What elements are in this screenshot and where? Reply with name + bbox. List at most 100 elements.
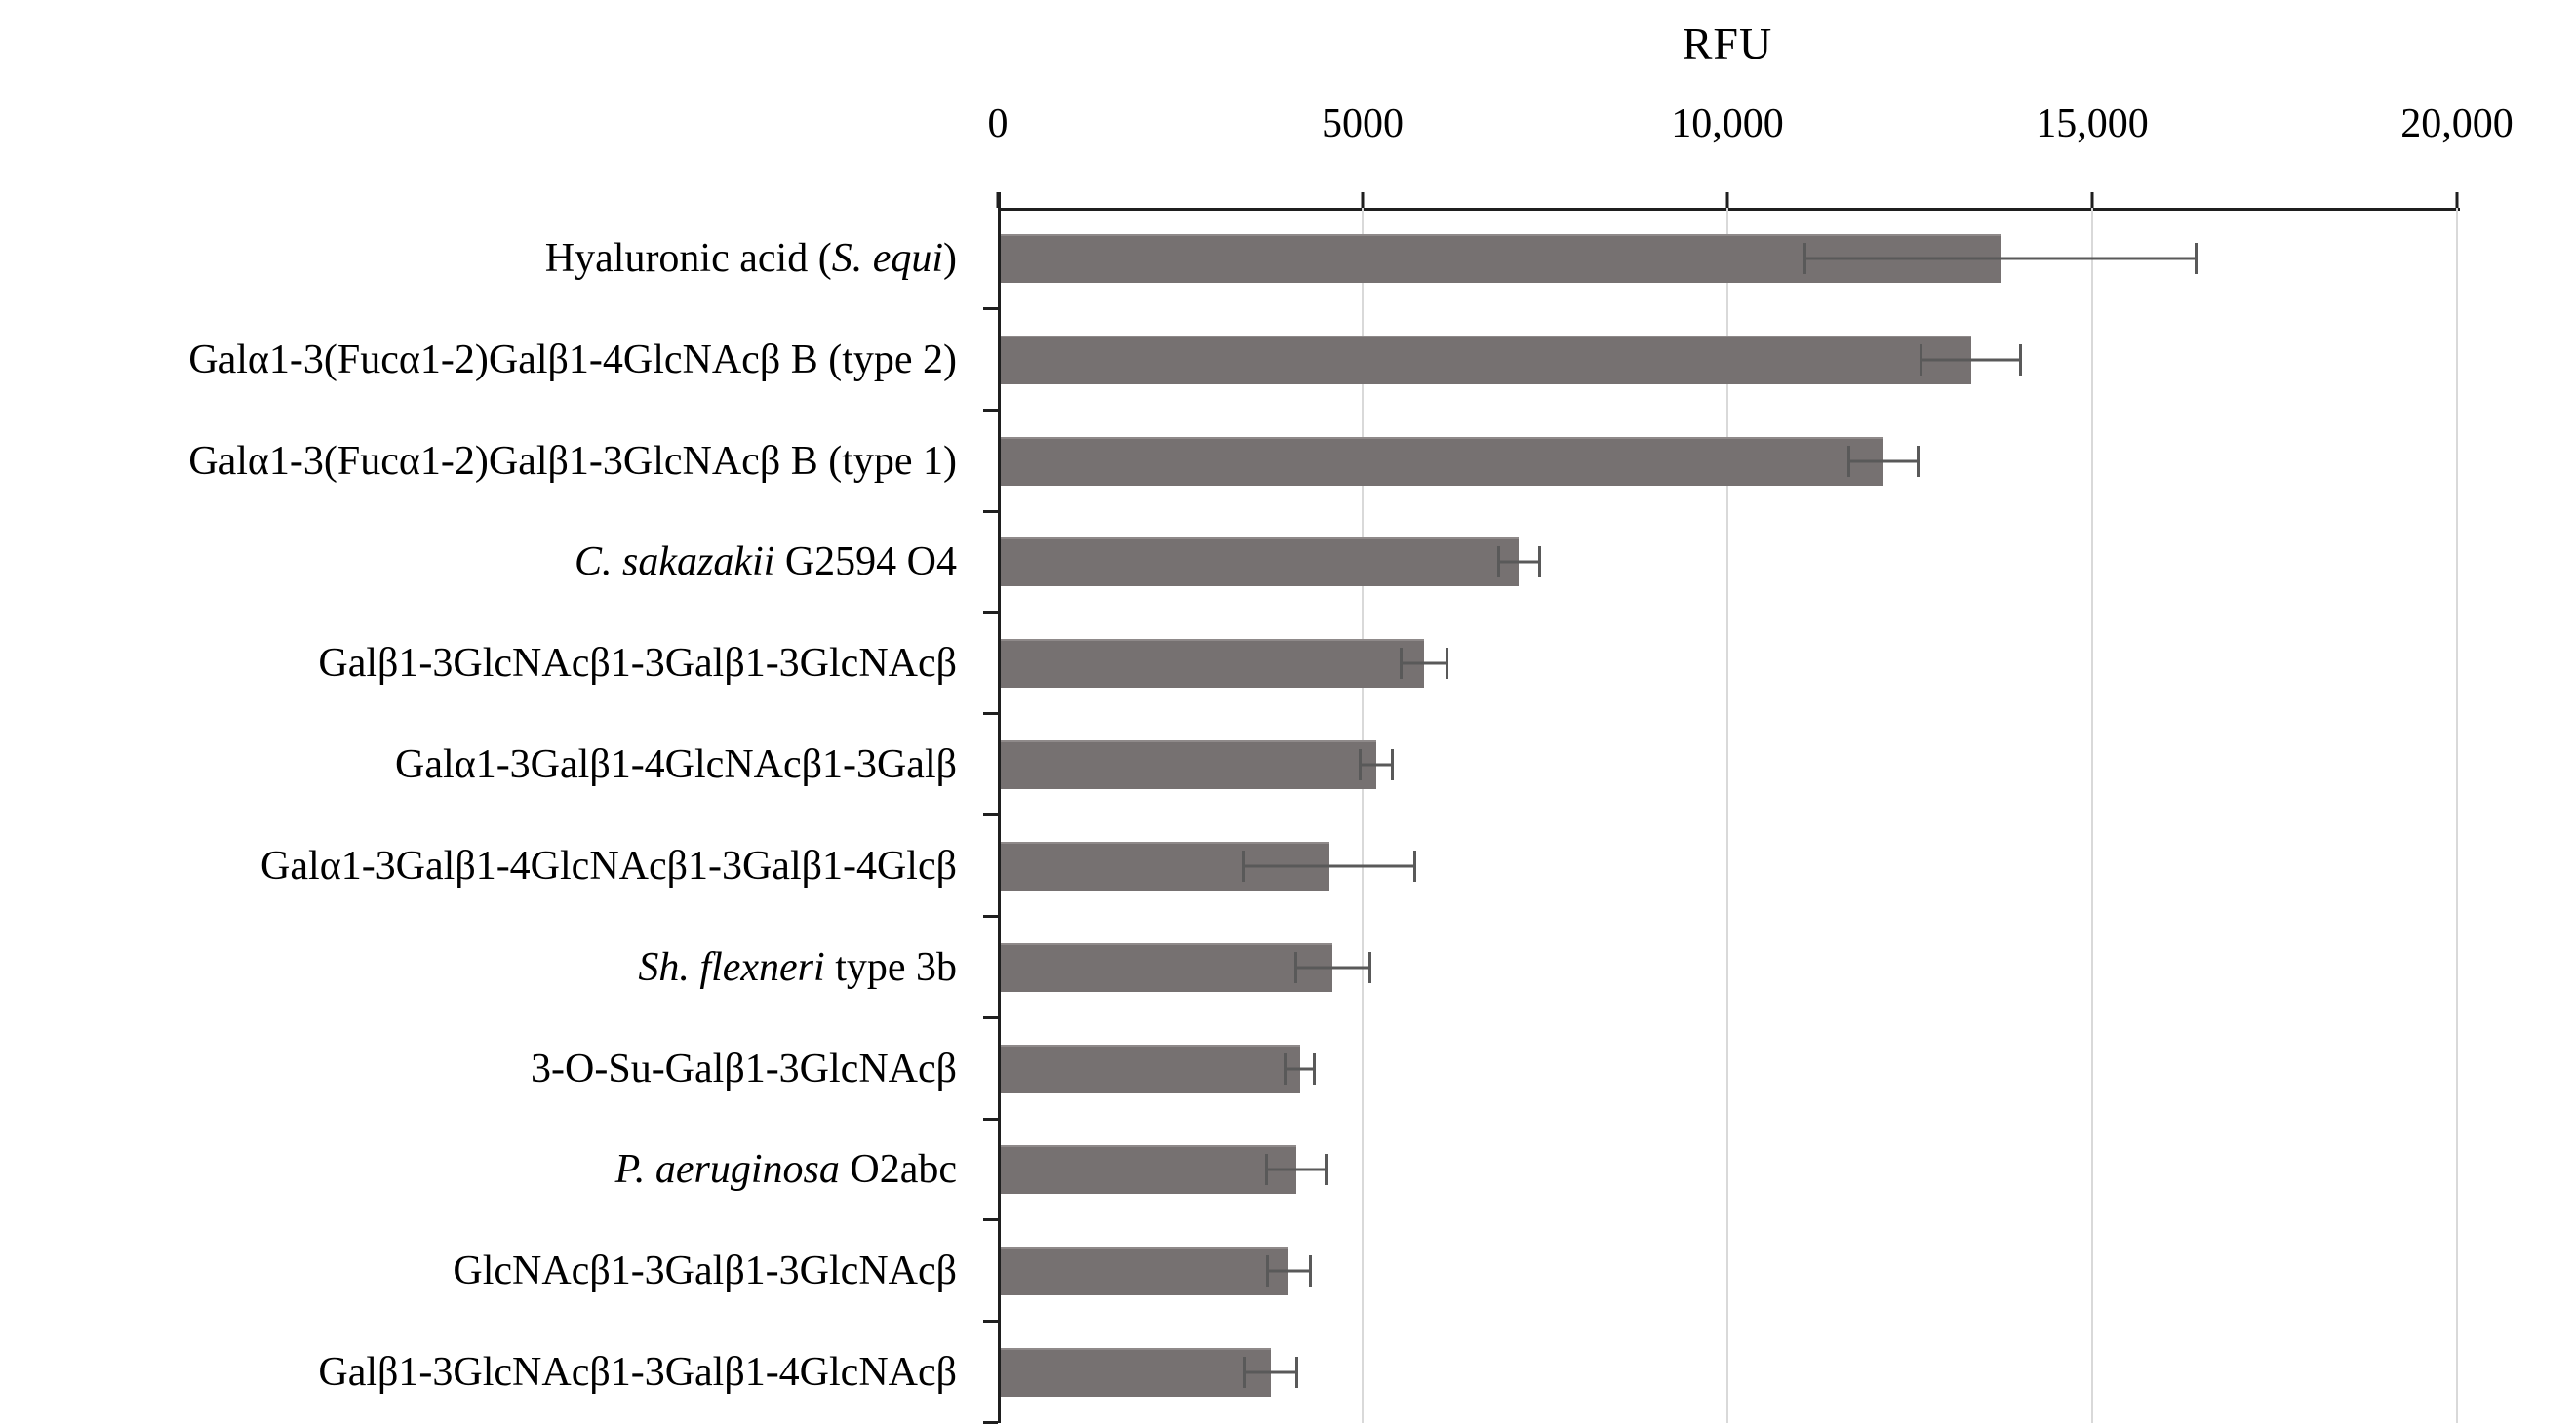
error-bar-cap-high: [1325, 1154, 1328, 1186]
y-axis-tick: [983, 813, 998, 816]
category-label-part: Sh. flexneri: [638, 944, 825, 990]
y-axis-tick: [983, 1015, 998, 1019]
x-axis-tick-label: 15,000: [2036, 101, 2149, 146]
category-labels: Hyaluronic acid (S. equi) Galα1-3(Fucα1-2…: [0, 208, 976, 1423]
bar-row: [1001, 512, 2457, 614]
bar: [1001, 537, 1520, 587]
error-bar: [1400, 661, 1448, 665]
y-axis-tick: [983, 1218, 998, 1222]
category-label-part: O2abc: [839, 1147, 957, 1193]
category-label-part: S. equi: [831, 235, 943, 281]
category-label-part: type 3b: [824, 944, 957, 990]
category-label: Hyaluronic acid (S. equi): [545, 235, 957, 282]
bar-row: [1001, 309, 2457, 411]
y-axis-tick: [983, 914, 998, 918]
bar-row: [1001, 815, 2457, 917]
bar-row: [1001, 208, 2457, 309]
error-bar-cap-high: [2019, 343, 2023, 376]
category-label: Galα1-3Galβ1-4GlcNAcβ1-3Galβ: [395, 741, 957, 788]
category-label: GlcNAcβ1-3Galβ1-3GlcNAcβ: [453, 1248, 957, 1294]
y-axis-tick: [983, 1421, 998, 1424]
error-bar-cap-low: [1241, 850, 1245, 882]
error-bar: [1359, 763, 1395, 767]
gridline: [2091, 208, 2093, 1423]
error-bar: [1264, 1168, 1328, 1171]
error-bar-cap-high: [1313, 1052, 1317, 1085]
x-axis-tick: [996, 192, 1000, 208]
error-bar-cap-low: [1846, 445, 1850, 477]
x-axis-tick-label: 10,000: [1671, 101, 1784, 146]
category-label: P. aeruginosa O2abc: [615, 1146, 957, 1193]
category-label-part: C. sakazakii: [575, 539, 775, 585]
category-label-part: GlcNAcβ1-3Galβ1-3GlcNAcβ: [453, 1249, 957, 1294]
error-bar: [1293, 966, 1371, 970]
error-bar-cap-low: [1243, 1357, 1247, 1389]
category-label-part: G2594 O4: [774, 539, 957, 585]
error-bar: [1241, 864, 1417, 868]
bar: [1001, 1348, 1271, 1398]
bar: [1001, 335, 1971, 384]
error-bar-cap-high: [1413, 850, 1417, 882]
y-axis-tick: [983, 611, 998, 615]
error-bar: [1496, 560, 1541, 564]
bar-row: [1001, 1220, 2457, 1322]
bar: [1001, 740, 1377, 790]
error-bar-cap-high: [1309, 1255, 1313, 1288]
x-axis-tick-label: 20,000: [2400, 101, 2514, 146]
category-label-part: ): [943, 235, 957, 281]
error-bar-cap-low: [1496, 546, 1500, 578]
category-label: Galα1-3(Fucα1-2)Galβ1-3GlcNAcβ B (type 1…: [188, 438, 957, 485]
bar-row: [1001, 1018, 2457, 1120]
x-axis-tick-labels: 0 5000 10,000 15,000 20,000: [988, 100, 2514, 163]
error-bar-cap-high: [1537, 546, 1541, 578]
error-bar: [1243, 1370, 1299, 1374]
x-axis-tick: [1361, 192, 1365, 208]
bar-row: [1001, 917, 2457, 1018]
category-label-part: Galα1-3Galβ1-4GlcNAcβ1-3Galβ1-4Glcβ: [260, 843, 957, 889]
category-label-part: Hyaluronic acid (: [544, 235, 832, 281]
y-axis-tick: [983, 712, 998, 716]
y-axis-tick: [983, 509, 998, 513]
error-bar-cap-low: [1284, 1052, 1288, 1085]
x-axis-tick: [2455, 192, 2459, 208]
category-label-part: Galα1-3(Fucα1-2)Galβ1-4GlcNAcβ B (type 2…: [188, 337, 957, 382]
bar-row: [1001, 411, 2457, 512]
y-axis-tick: [983, 1320, 998, 1324]
bar-row: [1001, 714, 2457, 815]
error-bar: [1265, 1269, 1313, 1273]
x-axis-tick-label: 0: [987, 101, 1009, 146]
error-bar-cap-low: [1400, 648, 1404, 680]
category-label-part: 3-O-Su-Galβ1-3GlcNAcβ: [531, 1046, 957, 1091]
plot-area: [983, 192, 2460, 1424]
bar: [1001, 1145, 1296, 1195]
bar: [1001, 1247, 1289, 1296]
category-label-part: Galβ1-3GlcNAcβ1-3Galβ1-3GlcNAcβ: [318, 641, 957, 687]
category-label-part: Galβ1-3GlcNAcβ1-3Galβ1-4GlcNAcβ: [318, 1350, 957, 1396]
error-bar-cap-high: [1295, 1357, 1299, 1389]
x-axis-tick-label: 5000: [1322, 101, 1404, 146]
error-bar: [1803, 257, 2198, 260]
y-axis-tick: [983, 1117, 998, 1121]
y-axis-tick: [983, 306, 998, 310]
bar: [1001, 436, 1884, 486]
error-bar: [1284, 1067, 1317, 1071]
gridline: [1362, 208, 1364, 1423]
x-axis-line: [998, 208, 2460, 211]
error-bar: [1846, 459, 1921, 463]
category-label-part: Galα1-3Galβ1-4GlcNAcβ1-3Galβ: [395, 742, 957, 788]
error-bar-cap-high: [2194, 242, 2198, 274]
error-bar-cap-low: [1265, 1255, 1269, 1288]
error-bar-cap-high: [1917, 445, 1921, 477]
error-bar-cap-high: [1367, 951, 1371, 983]
category-label: Galα1-3(Fucα1-2)Galβ1-4GlcNAcβ B (type 2…: [188, 337, 957, 383]
bar-row: [1001, 1322, 2457, 1423]
error-bar-cap-low: [1264, 1154, 1268, 1186]
gridline: [1726, 208, 1728, 1423]
y-axis-tick: [983, 408, 998, 412]
error-bar-cap-low: [1359, 749, 1363, 781]
error-bar-cap-low: [1293, 951, 1297, 983]
category-label: Galβ1-3GlcNAcβ1-3Galβ1-3GlcNAcβ: [318, 640, 957, 687]
bar: [1001, 942, 1333, 992]
error-bar-cap-high: [1445, 648, 1448, 680]
x-axis-tick: [2090, 192, 2094, 208]
